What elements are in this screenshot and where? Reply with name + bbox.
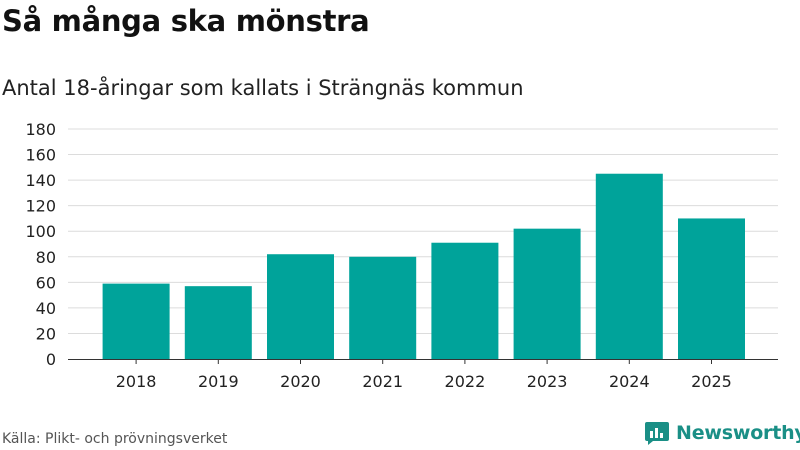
- bar-2020: [267, 254, 334, 359]
- y-axis-ticks: 0 20 40 60 80 100 120 140 160 180: [25, 120, 56, 369]
- y-tick-label: 180: [25, 120, 56, 139]
- y-tick-label: 0: [46, 350, 56, 369]
- bars: [102, 173, 745, 359]
- y-tick-label: 120: [25, 197, 56, 216]
- bar-2024: [595, 173, 663, 359]
- bar-2018: [102, 283, 170, 359]
- y-tick-label: 40: [36, 299, 56, 318]
- bar-2021: [349, 256, 417, 359]
- bar-2025: [678, 218, 745, 359]
- x-tick-label: 2022: [445, 372, 486, 391]
- x-tick-label: 2020: [280, 372, 321, 391]
- y-tick-label: 160: [25, 146, 56, 165]
- bar-2019: [184, 286, 252, 359]
- x-tick-label: 2025: [691, 372, 732, 391]
- x-axis-ticks: 2018 2019 2020 2021 2022 2023 2024 2025: [116, 359, 732, 391]
- bar-2023: [513, 228, 581, 359]
- y-tick-label: 20: [36, 324, 56, 343]
- y-tick-label: 140: [25, 171, 56, 190]
- x-tick-label: 2024: [609, 372, 650, 391]
- source-note: Källa: Plikt- och prövningsverket: [2, 431, 228, 447]
- bar-2022: [431, 242, 499, 359]
- brand-name: Newsworthy: [676, 422, 800, 444]
- chart-title: Så många ska mönstra: [2, 4, 370, 38]
- x-tick-label: 2018: [116, 372, 157, 391]
- x-tick-label: 2023: [527, 372, 568, 391]
- x-tick-label: 2021: [362, 372, 403, 391]
- x-tick-label: 2019: [198, 372, 239, 391]
- y-tick-label: 100: [25, 222, 56, 241]
- newsworthy-logo-icon: [645, 422, 669, 445]
- y-tick-label: 60: [36, 273, 56, 292]
- brand: Newsworthy: [644, 420, 800, 446]
- gridlines: [68, 128, 778, 334]
- y-tick-label: 80: [36, 248, 56, 267]
- chart-subtitle: Antal 18-åringar som kallats i Strängnäs…: [2, 76, 524, 100]
